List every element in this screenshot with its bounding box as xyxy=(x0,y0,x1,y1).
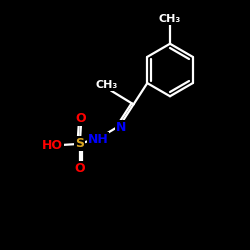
Text: NH: NH xyxy=(88,133,108,146)
Text: HO: HO xyxy=(42,138,63,151)
Text: CH₃: CH₃ xyxy=(159,14,181,24)
Text: O: O xyxy=(74,162,85,175)
Text: O: O xyxy=(76,112,86,125)
Text: S: S xyxy=(75,137,84,150)
Text: N: N xyxy=(116,121,126,134)
Text: CH₃: CH₃ xyxy=(96,80,118,90)
